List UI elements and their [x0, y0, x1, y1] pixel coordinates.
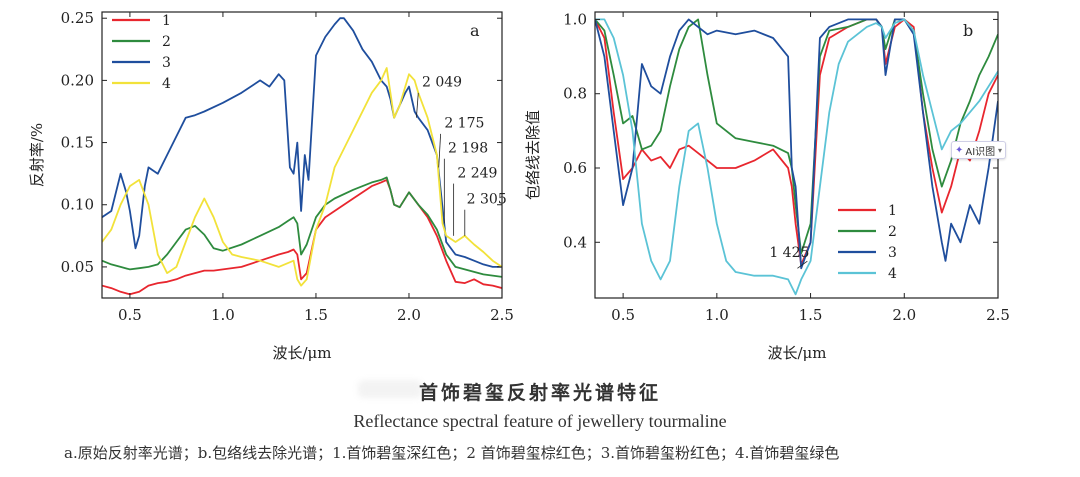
- panel-label: a: [470, 21, 480, 40]
- y-tick-label: 0.15: [61, 134, 94, 152]
- legend-label: 2: [888, 224, 897, 240]
- annotation-label: 2 198: [448, 141, 488, 157]
- series-line-b-4: [595, 18, 998, 296]
- caption-title-en: Reflectance spectral feature of jeweller…: [353, 411, 727, 431]
- y-tick-label: 0.8: [563, 85, 587, 103]
- legend-label: 3: [888, 245, 897, 261]
- chart-panel-b: 0.5 1.0 1.5 2.0 2.5 0.4 0.6 0.8 1.0 波长/μm 包络线去除值 b 1…: [524, 10, 1010, 362]
- x-tick-label: 2.0: [397, 306, 421, 324]
- ai-badge-label: AI识图: [965, 146, 996, 158]
- y-tick-label: 0.4: [563, 233, 587, 251]
- y-axis-title: 反射率/%: [28, 123, 46, 187]
- series-line-a-2: [102, 176, 502, 278]
- annotation-leader: [416, 92, 419, 118]
- annotation-label: 2 049: [422, 75, 462, 91]
- series-line-b-3: [595, 18, 998, 270]
- caption-note: a.原始反射率光谱；b.包络线去除光谱；1.首饰碧玺深红色；2 首饰碧玺棕红色；…: [64, 444, 840, 462]
- legend-label: 4: [162, 76, 171, 92]
- annotation-leader: [438, 133, 442, 168]
- y-tick-label: 0.20: [61, 71, 94, 89]
- y-axis-title: 包络线去除值: [524, 110, 542, 200]
- legend-label: 1: [162, 13, 171, 29]
- x-tick-label: 0.5: [118, 306, 142, 324]
- legend-label: 3: [162, 55, 171, 71]
- y-tick-label: 0.05: [61, 258, 94, 276]
- panel-label: b: [963, 21, 973, 40]
- series-line-b-2: [595, 18, 998, 255]
- x-tick-label: 2.0: [892, 306, 916, 324]
- series-line-b-1: [595, 18, 998, 266]
- series-line-a-1: [102, 179, 502, 296]
- annotation-label: 2 249: [457, 165, 497, 181]
- caption-blur-smudge: [358, 380, 422, 398]
- x-axis-title: 波长/μm: [272, 344, 331, 362]
- x-tick-label: 1.5: [304, 306, 328, 324]
- legend-label: 1: [888, 203, 897, 219]
- legend-label: 4: [888, 266, 897, 282]
- ai-sparkle-icon: ✦: [955, 144, 964, 156]
- y-tick-label: 0.10: [61, 196, 94, 214]
- annotation-leader: [797, 260, 808, 269]
- x-tick-label: 1.0: [211, 306, 235, 324]
- x-tick-label: 2.5: [490, 306, 514, 324]
- y-tick-label: 1.0: [563, 10, 587, 28]
- legend-label: 2: [162, 34, 171, 50]
- y-tick-label: 0.25: [61, 9, 94, 27]
- caption-title-zh: 首饰碧玺反射率光谱特征: [418, 382, 661, 404]
- plot-frame: [101, 11, 503, 299]
- y-tick-label: 0.6: [563, 159, 587, 177]
- x-tick-label: 0.5: [611, 306, 635, 324]
- ai-recognize-badge[interactable]: ✦ AI识图 ▾: [951, 141, 1006, 159]
- series-line-a-3: [102, 17, 502, 268]
- x-axis-title: 波长/μm: [767, 344, 826, 362]
- x-tick-label: 2.5: [986, 306, 1010, 324]
- series-line-a-4: [102, 67, 502, 287]
- annotation-label: 1 425: [769, 245, 809, 261]
- x-tick-label: 1.5: [799, 306, 823, 324]
- annotation-label: 2 305: [467, 191, 507, 207]
- x-tick-label: 1.0: [705, 306, 729, 324]
- annotation-label: 2 175: [444, 116, 484, 132]
- chevron-down-icon[interactable]: ▾: [997, 145, 1002, 155]
- figure-charts: 0.5 1.0 1.5 2.0 2.5 0.05 0.10 0.15 0.20 0.25 波长/μm…: [28, 9, 1010, 362]
- chart-panel-a: 0.5 1.0 1.5 2.0 2.5 0.05 0.10 0.15 0.20 0.25 波长/μm…: [28, 9, 514, 362]
